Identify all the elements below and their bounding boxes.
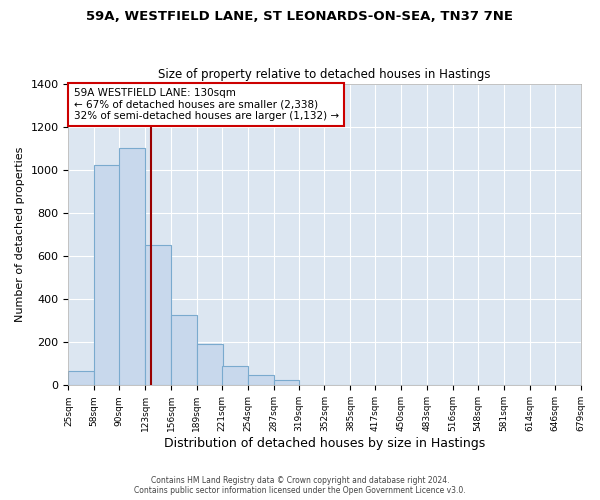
Bar: [248, 375, 274, 386]
Y-axis label: Number of detached properties: Number of detached properties: [15, 147, 25, 322]
Text: 59A, WESTFIELD LANE, ST LEONARDS-ON-SEA, TN37 7NE: 59A, WESTFIELD LANE, ST LEONARDS-ON-SEA,…: [86, 10, 514, 23]
Bar: [119, 148, 145, 386]
Bar: [222, 366, 248, 386]
Bar: [274, 380, 299, 386]
Text: 59A WESTFIELD LANE: 130sqm
← 67% of detached houses are smaller (2,338)
32% of s: 59A WESTFIELD LANE: 130sqm ← 67% of deta…: [74, 88, 338, 122]
Bar: [197, 344, 223, 386]
Bar: [171, 316, 197, 386]
X-axis label: Distribution of detached houses by size in Hastings: Distribution of detached houses by size …: [164, 437, 485, 450]
Title: Size of property relative to detached houses in Hastings: Size of property relative to detached ho…: [158, 68, 491, 81]
Bar: [94, 166, 120, 386]
Text: Contains HM Land Registry data © Crown copyright and database right 2024.
Contai: Contains HM Land Registry data © Crown c…: [134, 476, 466, 495]
Bar: [68, 372, 94, 386]
Bar: [145, 245, 171, 386]
